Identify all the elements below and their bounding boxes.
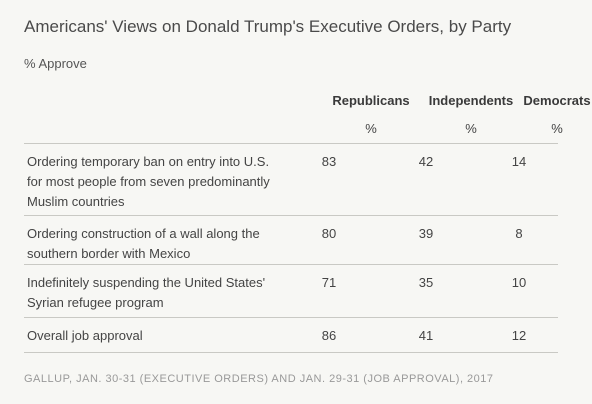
- column-unit: %: [365, 121, 377, 136]
- row-label: Ordering temporary ban on entry into U.S…: [27, 154, 270, 209]
- cell-republicans: 71: [321, 275, 337, 290]
- cell-independents: 42: [418, 154, 434, 169]
- cell-republicans: 80: [321, 226, 337, 241]
- table-row: Overall job approval 86 41 12: [24, 317, 558, 352]
- table-row: Indefinitely suspending the United State…: [24, 264, 558, 317]
- chart-subtitle: % Approve: [24, 56, 87, 71]
- column-unit: %: [551, 121, 563, 136]
- column-name: Republicans: [332, 93, 410, 108]
- row-label: Indefinitely suspending the United State…: [27, 275, 266, 310]
- cell-republicans: 83: [321, 154, 337, 169]
- cell-democrats: 8: [515, 226, 523, 241]
- source-note: GALLUP, JAN. 30-31 (EXECUTIVE ORDERS) AN…: [24, 373, 494, 385]
- row-label: Ordering construction of a wall along th…: [27, 226, 260, 261]
- cell-independents: 35: [418, 275, 434, 290]
- table-row: Ordering construction of a wall along th…: [24, 215, 558, 264]
- table-body: Ordering temporary ban on entry into U.S…: [24, 143, 558, 353]
- cell-independents: 41: [418, 328, 434, 343]
- column-unit: %: [465, 121, 477, 136]
- table-row: Ordering temporary ban on entry into U.S…: [24, 143, 558, 215]
- cell-democrats: 10: [511, 275, 527, 290]
- cell-democrats: 12: [511, 328, 527, 343]
- chart-title: Americans' Views on Donald Trump's Execu…: [24, 17, 512, 36]
- row-label: Overall job approval: [27, 328, 143, 343]
- table-bottom-rule: [24, 352, 558, 353]
- cell-independents: 39: [418, 226, 434, 241]
- table-header: Republicans % Independents % Democrats %: [0, 93, 592, 136]
- cell-democrats: 14: [511, 154, 527, 169]
- cell-republicans: 86: [321, 328, 337, 343]
- column-name: Independents: [428, 93, 514, 108]
- column-name: Democrats: [523, 93, 591, 108]
